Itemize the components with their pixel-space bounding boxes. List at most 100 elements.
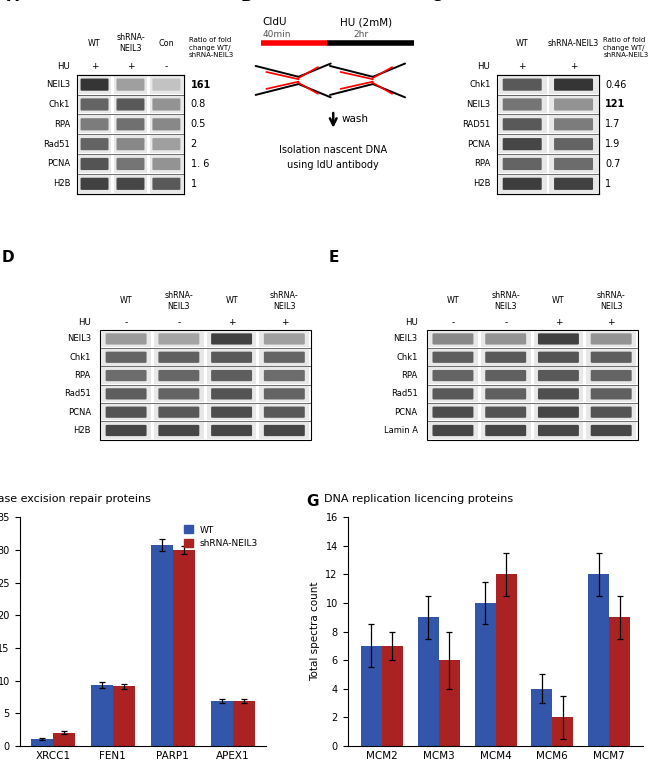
FancyBboxPatch shape xyxy=(502,138,541,150)
Bar xyxy=(586,367,636,383)
Bar xyxy=(77,75,185,194)
Text: H2B: H2B xyxy=(473,180,491,188)
Bar xyxy=(534,330,583,348)
FancyBboxPatch shape xyxy=(432,370,473,381)
FancyBboxPatch shape xyxy=(211,351,252,363)
Text: Ratio of fold
change WT/
shRNA-NEIL3: Ratio of fold change WT/ shRNA-NEIL3 xyxy=(188,37,234,59)
Bar xyxy=(549,175,598,193)
FancyBboxPatch shape xyxy=(591,370,632,381)
Bar xyxy=(154,386,203,402)
FancyBboxPatch shape xyxy=(554,138,593,150)
FancyBboxPatch shape xyxy=(538,351,579,363)
Bar xyxy=(428,404,478,420)
Bar xyxy=(101,367,151,383)
Text: RAD51: RAD51 xyxy=(462,119,491,129)
Text: NEIL3: NEIL3 xyxy=(393,334,418,344)
Bar xyxy=(534,349,583,366)
Text: shRNA-
NEIL3: shRNA- NEIL3 xyxy=(164,291,193,311)
FancyBboxPatch shape xyxy=(502,118,541,130)
Bar xyxy=(233,701,255,746)
Bar xyxy=(154,330,203,348)
Bar xyxy=(207,330,257,348)
Bar xyxy=(426,330,638,440)
Text: PCNA: PCNA xyxy=(47,159,70,169)
FancyBboxPatch shape xyxy=(486,370,526,381)
FancyBboxPatch shape xyxy=(591,407,632,418)
Bar xyxy=(259,404,309,420)
Text: RPA: RPA xyxy=(474,159,491,169)
Y-axis label: Total spectra count: Total spectra count xyxy=(310,582,320,681)
FancyBboxPatch shape xyxy=(211,407,252,418)
FancyBboxPatch shape xyxy=(116,98,144,111)
Bar xyxy=(114,95,148,113)
Bar xyxy=(259,386,309,402)
Bar xyxy=(259,423,309,439)
Bar xyxy=(151,544,173,746)
Text: E: E xyxy=(328,250,339,265)
Bar xyxy=(207,349,257,366)
Bar xyxy=(259,349,309,366)
FancyBboxPatch shape xyxy=(152,98,181,111)
Text: PCNA: PCNA xyxy=(467,140,491,148)
Text: Chk1: Chk1 xyxy=(49,100,70,109)
Bar xyxy=(77,135,111,153)
Text: Chk1: Chk1 xyxy=(70,353,91,362)
Text: Base excision repair proteins: Base excision repair proteins xyxy=(0,494,151,505)
Text: Chk1: Chk1 xyxy=(469,80,491,89)
Text: 1: 1 xyxy=(605,179,612,189)
FancyBboxPatch shape xyxy=(116,178,144,190)
Bar xyxy=(531,689,552,746)
Bar xyxy=(101,404,151,420)
Bar xyxy=(259,330,309,348)
Text: 0.8: 0.8 xyxy=(190,99,206,109)
Text: +: + xyxy=(281,318,288,326)
FancyBboxPatch shape xyxy=(81,79,109,91)
Bar xyxy=(382,646,403,746)
FancyBboxPatch shape xyxy=(432,388,473,400)
FancyBboxPatch shape xyxy=(432,407,473,418)
Text: Chk1: Chk1 xyxy=(396,353,418,362)
FancyBboxPatch shape xyxy=(538,425,579,436)
Text: 1.7: 1.7 xyxy=(605,119,621,130)
FancyBboxPatch shape xyxy=(264,333,305,344)
Text: shRNA-
NEIL3: shRNA- NEIL3 xyxy=(491,291,520,311)
Text: +: + xyxy=(519,62,526,71)
Text: B: B xyxy=(240,0,252,4)
Bar xyxy=(154,367,203,383)
FancyBboxPatch shape xyxy=(264,370,305,381)
Bar xyxy=(77,116,111,134)
Bar xyxy=(586,349,636,366)
Text: 0.46: 0.46 xyxy=(605,80,627,90)
FancyBboxPatch shape xyxy=(554,79,593,91)
Bar xyxy=(77,95,111,113)
Bar xyxy=(534,404,583,420)
Text: HU: HU xyxy=(57,62,70,71)
Text: DNA replication licencing proteins: DNA replication licencing proteins xyxy=(324,494,513,505)
Text: NEIL3: NEIL3 xyxy=(466,100,491,109)
Text: PCNA: PCNA xyxy=(395,408,418,417)
Text: -: - xyxy=(451,318,454,326)
Bar xyxy=(609,617,630,746)
Text: Con: Con xyxy=(159,39,174,48)
Bar xyxy=(154,349,203,366)
Bar xyxy=(114,155,148,173)
Text: HU (2mM): HU (2mM) xyxy=(340,17,392,27)
FancyBboxPatch shape xyxy=(159,388,200,400)
FancyBboxPatch shape xyxy=(116,158,144,170)
FancyBboxPatch shape xyxy=(502,79,541,91)
Bar xyxy=(113,686,135,746)
FancyBboxPatch shape xyxy=(159,425,200,436)
FancyBboxPatch shape xyxy=(502,98,541,111)
Bar xyxy=(495,574,517,746)
Text: 0.7: 0.7 xyxy=(605,159,621,169)
FancyBboxPatch shape xyxy=(554,98,593,111)
FancyBboxPatch shape xyxy=(81,178,109,190)
Text: PCNA: PCNA xyxy=(68,408,91,417)
FancyBboxPatch shape xyxy=(211,425,252,436)
Text: +: + xyxy=(570,62,577,71)
Bar xyxy=(497,155,547,173)
Bar xyxy=(474,603,495,746)
FancyBboxPatch shape xyxy=(211,388,252,400)
FancyBboxPatch shape xyxy=(159,370,200,381)
FancyBboxPatch shape xyxy=(486,388,526,400)
